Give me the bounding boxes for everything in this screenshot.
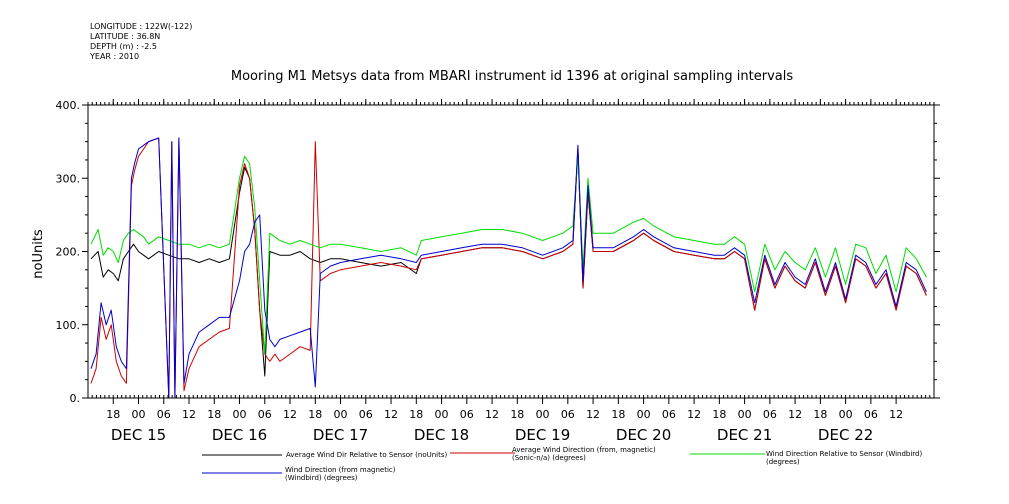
legend-label-4: Wind Direction (from magnetic) (Windbird)… <box>285 466 396 482</box>
x-tick-label: 00 <box>435 408 449 421</box>
metadata-block: LONGITUDE : 122W(-122) LATITUDE : 36.8N … <box>90 22 192 62</box>
x-day-label: DEC 21 <box>717 426 772 444</box>
x-day-label: DEC 18 <box>414 426 469 444</box>
x-tick-label: 06 <box>662 408 676 421</box>
y-axis-label: noUnits <box>31 229 46 279</box>
x-tick-label: 00 <box>132 408 146 421</box>
x-tick-label: 18 <box>207 408 221 421</box>
x-tick-label: 12 <box>586 408 600 421</box>
x-tick-label: 12 <box>788 408 802 421</box>
x-tick-label: 12 <box>485 408 499 421</box>
x-tick-label: 00 <box>536 408 550 421</box>
chart-title: Mooring M1 Metsys data from MBARI instru… <box>231 69 793 84</box>
legend-label-3: Wind Direction Relative to Sensor (Windb… <box>766 450 923 466</box>
x-tick-label: 00 <box>233 408 247 421</box>
axis-layer: 0. 100. 200. 300. 400. 18 00 06 12 18 00 06 12 18 00 06… <box>56 99 940 444</box>
x-day-label: DEC 19 <box>515 426 570 444</box>
series-line-1 <box>90 148 927 377</box>
series-line-4 <box>90 137 927 399</box>
x-tick-label: 00 <box>334 408 348 421</box>
legend: Average Wind Dir Relative to Sensor (noU… <box>202 446 923 482</box>
x-day-label: DEC 16 <box>212 426 267 444</box>
series-line-2 <box>90 137 927 399</box>
x-day-label: DEC 15 <box>111 426 166 444</box>
x-tick-label: 00 <box>839 408 853 421</box>
series-layer <box>90 137 927 399</box>
x-tick-label: 12 <box>182 408 196 421</box>
x-tick-label: 18 <box>611 408 625 421</box>
x-tick-label: 06 <box>763 408 777 421</box>
y-tick-label: 100. <box>56 319 81 332</box>
meta-depth: DEPTH (m) : -2.5 <box>90 42 157 51</box>
x-tick-label: 06 <box>258 408 272 421</box>
meta-latitude: LATITUDE : 36.8N <box>90 32 161 41</box>
y-tick-label: 200. <box>56 246 81 259</box>
x-tick-label: 18 <box>712 408 726 421</box>
x-tick-label: 12 <box>687 408 701 421</box>
x-tick-label: 00 <box>637 408 651 421</box>
x-tick-label: 18 <box>308 408 322 421</box>
y-tick-label: 300. <box>56 172 81 185</box>
x-day-label: DEC 17 <box>313 426 368 444</box>
x-tick-label: 18 <box>409 408 423 421</box>
x-tick-label: 06 <box>561 408 575 421</box>
legend-label-2: Average Wind Direction (from, magnetic)(… <box>512 446 656 462</box>
y-tick-label: 0. <box>70 392 81 405</box>
x-tick-label: 12 <box>384 408 398 421</box>
x-tick-label: 06 <box>864 408 878 421</box>
x-tick-label: 18 <box>510 408 524 421</box>
x-day-label: DEC 20 <box>616 426 671 444</box>
x-tick-label: 18 <box>106 408 120 421</box>
meta-longitude: LONGITUDE : 122W(-122) <box>90 22 193 31</box>
x-tick-label: 06 <box>157 408 171 421</box>
x-day-label: DEC 22 <box>818 426 873 444</box>
series-line-3 <box>90 155 927 355</box>
plot-frame <box>87 104 935 399</box>
x-tick-label: 12 <box>889 408 903 421</box>
x-tick-label: 12 <box>283 408 297 421</box>
meta-year: YEAR : 2010 <box>90 52 140 61</box>
x-tick-label: 00 <box>738 408 752 421</box>
x-tick-label: 18 <box>813 408 827 421</box>
y-tick-label: 400. <box>56 99 81 112</box>
legend-label-1: Average Wind Dir Relative to Sensor (noU… <box>286 451 447 459</box>
x-tick-label: 06 <box>359 408 373 421</box>
x-tick-label: 06 <box>460 408 474 421</box>
